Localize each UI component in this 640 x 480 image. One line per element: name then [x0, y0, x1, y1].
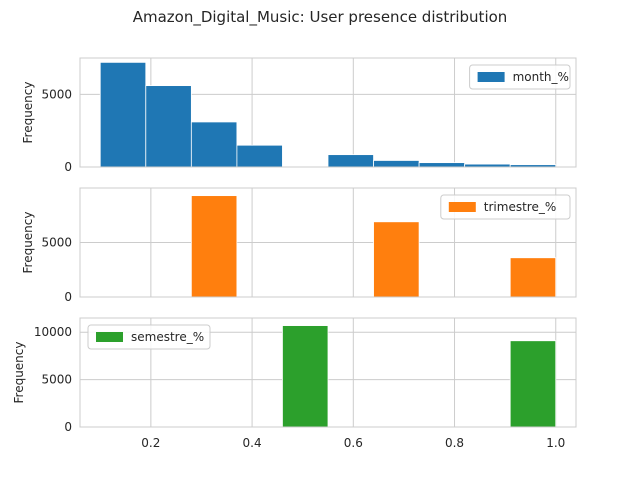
y-tick-label: 5000	[41, 236, 72, 250]
y-tick-label: 0	[64, 420, 72, 434]
y-tick-label: 0	[64, 160, 72, 174]
y-tick-label: 5000	[41, 87, 72, 101]
legend-box	[440, 194, 571, 220]
x-tick-label: 0.4	[243, 436, 262, 450]
histogram-bar	[236, 144, 283, 168]
chart-title: Amazon_Digital_Music: User presence dist…	[133, 8, 508, 27]
y-axis-label: Frequency	[21, 212, 35, 274]
plot-frame	[79, 317, 577, 428]
histogram-bar	[327, 154, 374, 168]
legend: semestre_%	[87, 324, 211, 350]
y-tick-label: 10000	[34, 325, 72, 339]
y-axis-label: Frequency	[12, 342, 26, 404]
legend-swatch	[96, 332, 123, 342]
x-tick-label: 0.8	[445, 436, 464, 450]
histogram-bar	[373, 221, 420, 298]
histogram-bar	[282, 325, 329, 428]
y-tick-label: 5000	[41, 373, 72, 387]
y-tick-label: 0	[64, 290, 72, 304]
plot-frame	[79, 57, 577, 168]
histogram-bar	[99, 61, 147, 168]
legend-swatch	[448, 202, 476, 212]
legend-box	[87, 324, 211, 350]
histogram-bar	[418, 162, 466, 168]
legend-swatch	[477, 72, 505, 82]
legend: trimestre_%	[440, 194, 571, 220]
legend-box	[469, 64, 571, 90]
legend-label: trimestre_%	[484, 200, 556, 214]
histogram-bar	[373, 160, 420, 168]
plot-frame	[79, 187, 577, 298]
x-tick-label: 0.6	[344, 436, 363, 450]
histogram-bar	[145, 85, 192, 168]
legend: month_%	[469, 64, 571, 90]
x-tick-label: 1.0	[546, 436, 565, 450]
legend-label: month_%	[513, 70, 569, 84]
histogram-bar	[190, 121, 238, 168]
y-axis-label: Frequency	[21, 82, 35, 144]
legend-label: semestre_%	[131, 330, 204, 344]
x-tick-label: 0.2	[141, 436, 160, 450]
subplot-2: 0 5000 Frequency trimestre_%	[21, 187, 577, 304]
subplot-panels: 0 5000 Frequency month_% 0 5000 Frequency trime…	[12, 57, 577, 450]
histogram-bar	[509, 340, 557, 428]
histogram-bar	[190, 195, 238, 298]
subplot-3: 0 5000 10000 Frequency semestre_%	[12, 317, 577, 434]
histogram-bar	[509, 257, 557, 298]
subplot-1: 0 5000 Frequency month_%	[21, 57, 577, 174]
